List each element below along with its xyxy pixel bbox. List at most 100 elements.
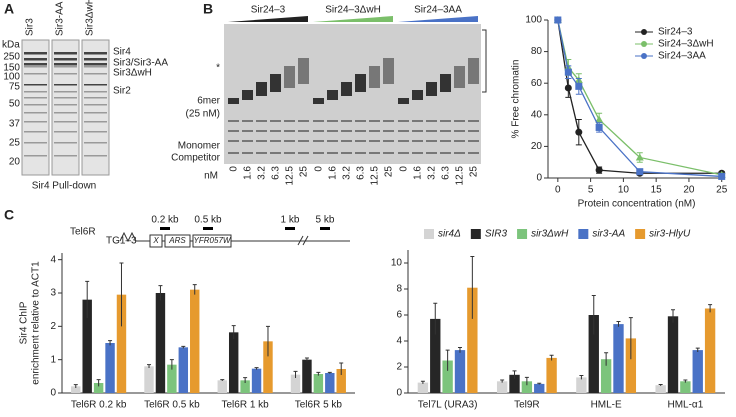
legend-swatch (517, 229, 528, 239)
error-bar (169, 359, 174, 370)
error-bar (73, 384, 78, 388)
error-bar (181, 345, 186, 349)
error-bar (671, 309, 676, 323)
error-bar (604, 352, 609, 366)
legend-label: Sir24–3 (658, 27, 693, 38)
bar (467, 287, 478, 393)
bar (454, 350, 466, 393)
error-bar (457, 347, 462, 353)
gel-band (440, 130, 451, 132)
conc-label: 1.6 (328, 166, 339, 180)
y-tick-label: 2 (396, 362, 402, 373)
element-label: YFR057W (194, 236, 232, 245)
gel-band (369, 120, 380, 122)
probe-label: 1 kb (281, 215, 300, 226)
legend-label: sir3-HlyU (649, 229, 691, 240)
gel-band (412, 140, 423, 142)
conc-label: 25 (299, 166, 310, 178)
point (575, 128, 583, 136)
gel-band (454, 130, 465, 132)
point (595, 115, 604, 123)
conc-label: 6.3 (441, 166, 452, 180)
gel-band (84, 97, 107, 99)
panel-label: A (4, 1, 14, 17)
gel-band (84, 73, 107, 75)
gel-band (383, 140, 394, 142)
gel-band (24, 112, 47, 114)
gel-band (24, 58, 47, 61)
gel-band (242, 90, 253, 100)
error-bar (243, 377, 248, 383)
x-tick-label: 5 (588, 185, 594, 196)
point (575, 82, 583, 90)
error-bar (147, 364, 152, 368)
gel-band (242, 140, 253, 142)
error-bar (293, 370, 298, 378)
legend-swatch (578, 229, 589, 239)
gel-band (468, 120, 479, 122)
point (564, 84, 572, 92)
gel-band (369, 66, 380, 88)
gel-unit: nM (204, 171, 218, 182)
gel-band (426, 152, 437, 154)
bar (167, 364, 177, 393)
gel-band (440, 140, 451, 142)
bar (625, 338, 637, 393)
gel-band (84, 63, 107, 66)
gel-band (54, 121, 77, 123)
gel-band (54, 104, 77, 106)
y-tick-label: 1 (50, 354, 56, 365)
error-bar (327, 371, 332, 374)
error-bar (254, 367, 259, 370)
gel-lane (81, 39, 110, 176)
error-bar (591, 295, 596, 335)
y-tick-label: 40 (531, 109, 543, 120)
bar (82, 299, 92, 393)
group-label: Sir24–3ΔwH (325, 5, 381, 16)
gel-band (24, 121, 47, 123)
conc-label: 12.5 (285, 166, 296, 186)
bar (217, 380, 227, 393)
gel-band (327, 130, 338, 132)
bar (576, 377, 587, 393)
error-bar (158, 285, 163, 301)
gel-band (256, 120, 267, 122)
error-bar (231, 325, 236, 339)
gel-band (228, 140, 239, 142)
gel-band (298, 140, 309, 142)
y-axis-label: enrichment relative to ACT1 (31, 261, 42, 385)
conc-label: 0 (314, 166, 325, 172)
gel-band (454, 66, 465, 88)
conc-label: 0 (229, 166, 240, 172)
gel-band (24, 97, 47, 99)
bar (704, 308, 716, 393)
error-bar (339, 362, 344, 375)
y-tick-label: 10 (391, 258, 403, 269)
bar (546, 357, 557, 393)
series-line (557, 19, 722, 174)
gel-band (398, 98, 409, 104)
conc-label: 12.5 (455, 166, 466, 186)
gel-band (54, 52, 77, 55)
marker-label: 100 (3, 72, 20, 83)
bar (290, 374, 301, 393)
gel-band (24, 131, 47, 133)
legend-label: Sir24–3ΔwH (658, 39, 714, 50)
x-tick-label: 25 (716, 185, 728, 196)
conc-label: 0 (399, 166, 410, 172)
gel-band (398, 130, 409, 132)
bar (313, 374, 324, 393)
gel-band (412, 120, 423, 122)
gel-band (84, 58, 107, 61)
error-bar (549, 354, 554, 361)
gel-band (270, 140, 281, 142)
error-bar (119, 262, 124, 327)
error-bar (96, 379, 101, 387)
gel-band (327, 120, 338, 122)
element-label: X (152, 236, 159, 245)
x-tick-label: 15 (651, 185, 663, 196)
gel-mark-label: * (216, 63, 220, 74)
conc-label: 3.2 (257, 166, 268, 180)
conc-label: 12.5 (370, 166, 381, 186)
